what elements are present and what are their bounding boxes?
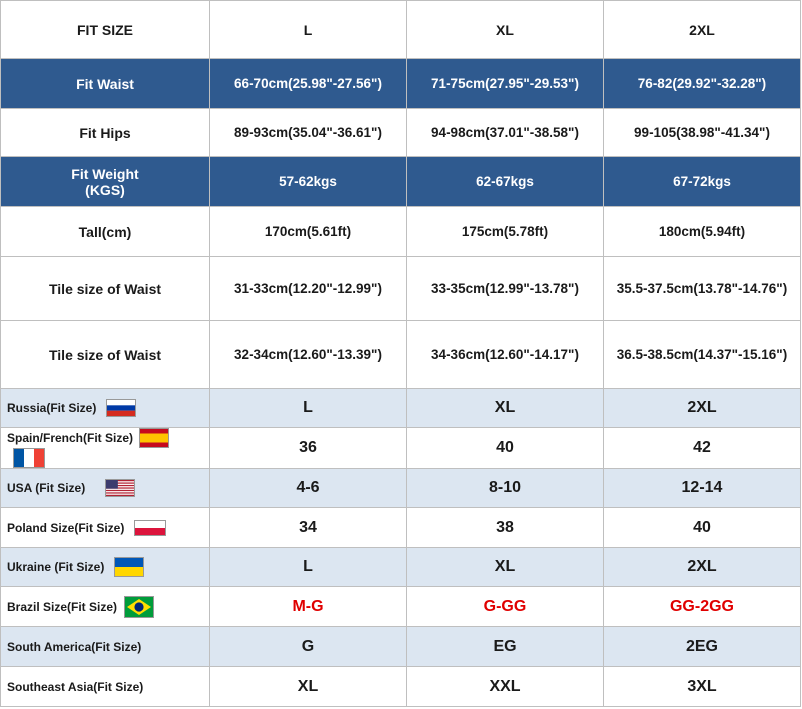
row-label-line2: (KGS): [85, 181, 125, 198]
cell-value: 33-35cm(12.99"-13.78"): [406, 256, 604, 321]
row-south-america: South America(Fit Size) G EG 2EG: [0, 626, 801, 667]
cell-value: XL: [406, 388, 604, 428]
row-label-text: Russia(Fit Size): [7, 401, 97, 415]
brazil-flag-icon: [124, 595, 155, 618]
row-label: Poland Size(Fit Size): [0, 507, 210, 548]
row-fit-hips: Fit Hips 89-93cm(35.04"-36.61") 94-98cm(…: [0, 108, 801, 157]
cell-value: 35.5-37.5cm(13.78"-14.76"): [603, 256, 801, 321]
row-label: Fit Weight (KGS): [0, 156, 210, 207]
cell-value: M-G: [209, 586, 407, 627]
row-fit-weight: Fit Weight (KGS) 57-62kgs 62-67kgs 67-72…: [0, 156, 801, 207]
cell-value: 89-93cm(35.04"-36.61"): [209, 108, 407, 157]
header-row: FIT SIZE L XL 2XL: [0, 0, 801, 59]
cell-value: 67-72kgs: [603, 156, 801, 207]
row-russia: Russia(Fit Size) L XL 2XL: [0, 388, 801, 428]
row-ukraine: Ukraine (Fit Size) L XL 2XL: [0, 547, 801, 587]
row-usa: USA (Fit Size) 4-6 8-10 12-14: [0, 468, 801, 508]
cell-value: 3XL: [603, 666, 801, 707]
row-label: Tile size of Waist: [0, 256, 210, 321]
usa-flag-icon: [104, 479, 135, 497]
row-poland: Poland Size(Fit Size) 34 38 40: [0, 507, 801, 548]
header-xl: XL: [406, 0, 604, 59]
cell-value: 12-14: [603, 468, 801, 508]
ukraine-flag-icon: [113, 557, 144, 577]
row-tile-waist-2: Tile size of Waist 32-34cm(12.60"-13.39"…: [0, 320, 801, 389]
row-label-text: Poland Size(Fit Size): [7, 520, 125, 535]
cell-value: 175cm(5.78ft): [406, 206, 604, 257]
row-label: Brazil Size(Fit Size): [0, 586, 210, 627]
cell-value: 2XL: [603, 547, 801, 587]
poland-flag-icon: [133, 519, 166, 536]
row-label: Fit Waist: [0, 58, 210, 109]
cell-value: 8-10: [406, 468, 604, 508]
row-label-text: Brazil Size(Fit Size): [7, 599, 118, 614]
cell-value: 99-105(38.98"-41.34"): [603, 108, 801, 157]
cell-value: 71-75cm(27.95"-29.53"): [406, 58, 604, 109]
row-tile-waist-1: Tile size of Waist 31-33cm(12.20"-12.99"…: [0, 256, 801, 321]
row-label-text: South America(Fit Size): [7, 639, 142, 654]
row-fit-waist: Fit Waist 66-70cm(25.98"-27.56") 71-75cm…: [0, 58, 801, 109]
cell-value: 31-33cm(12.20"-12.99"): [209, 256, 407, 321]
row-spain-france: Spain/French(Fit Size) 36 40 42: [0, 427, 801, 469]
cell-value: XL: [209, 666, 407, 707]
cell-value: 170cm(5.61ft): [209, 206, 407, 257]
cell-value: L: [209, 388, 407, 428]
row-label: Ukraine (Fit Size): [0, 547, 210, 587]
row-label: Southeast Asia(Fit Size): [0, 666, 210, 707]
spain-flag-icon: [139, 428, 170, 448]
cell-value: 2EG: [603, 626, 801, 667]
cell-value: GG-2GG: [603, 586, 801, 627]
row-label: USA (Fit Size): [0, 468, 210, 508]
cell-value: 4-6: [209, 468, 407, 508]
cell-value: G-GG: [406, 586, 604, 627]
row-label-text: Southeast Asia(Fit Size): [7, 679, 144, 694]
cell-value: 42: [603, 427, 801, 469]
cell-value: XXL: [406, 666, 604, 707]
row-label: Spain/French(Fit Size): [0, 427, 210, 469]
cell-value: 62-67kgs: [406, 156, 604, 207]
cell-value: 94-98cm(37.01"-38.58"): [406, 108, 604, 157]
row-label-text: Ukraine (Fit Size): [7, 560, 105, 574]
cell-value: 66-70cm(25.98"-27.56"): [209, 58, 407, 109]
cell-value: 38: [406, 507, 604, 548]
header-2xl: 2XL: [603, 0, 801, 59]
row-label: Tall(cm): [0, 206, 210, 257]
cell-value: G: [209, 626, 407, 667]
row-label-text: Spain/French(Fit Size): [7, 431, 134, 445]
header-fit-size: FIT SIZE: [0, 0, 210, 59]
row-label: Tile size of Waist: [0, 320, 210, 389]
cell-value: L: [209, 547, 407, 587]
cell-value: 76-82(29.92"-32.28"): [603, 58, 801, 109]
cell-value: XL: [406, 547, 604, 587]
russia-flag-icon: [105, 399, 136, 417]
cell-value: 2XL: [603, 388, 801, 428]
row-brazil: Brazil Size(Fit Size) M-G G-GG GG-2GG: [0, 586, 801, 627]
row-southeast-asia: Southeast Asia(Fit Size) XL XXL 3XL: [0, 666, 801, 707]
cell-value: 34: [209, 507, 407, 548]
cell-value: 36: [209, 427, 407, 469]
cell-value: 34-36cm(12.60"-14.17"): [406, 320, 604, 389]
row-label-line1: Fit Weight: [71, 165, 139, 182]
row-label: Russia(Fit Size): [0, 388, 210, 428]
cell-value: EG: [406, 626, 604, 667]
cell-value: 40: [603, 507, 801, 548]
cell-value: 180cm(5.94ft): [603, 206, 801, 257]
france-flag-icon: [13, 448, 45, 468]
cell-value: 36.5-38.5cm(14.37"-15.16"): [603, 320, 801, 389]
row-tall: Tall(cm) 170cm(5.61ft) 175cm(5.78ft) 180…: [0, 206, 801, 257]
row-label: South America(Fit Size): [0, 626, 210, 667]
cell-value: 32-34cm(12.60"-13.39"): [209, 320, 407, 389]
row-label-text: USA (Fit Size): [7, 481, 86, 495]
header-l: L: [209, 0, 407, 59]
cell-value: 57-62kgs: [209, 156, 407, 207]
row-label: Fit Hips: [0, 108, 210, 157]
cell-value: 40: [406, 427, 604, 469]
